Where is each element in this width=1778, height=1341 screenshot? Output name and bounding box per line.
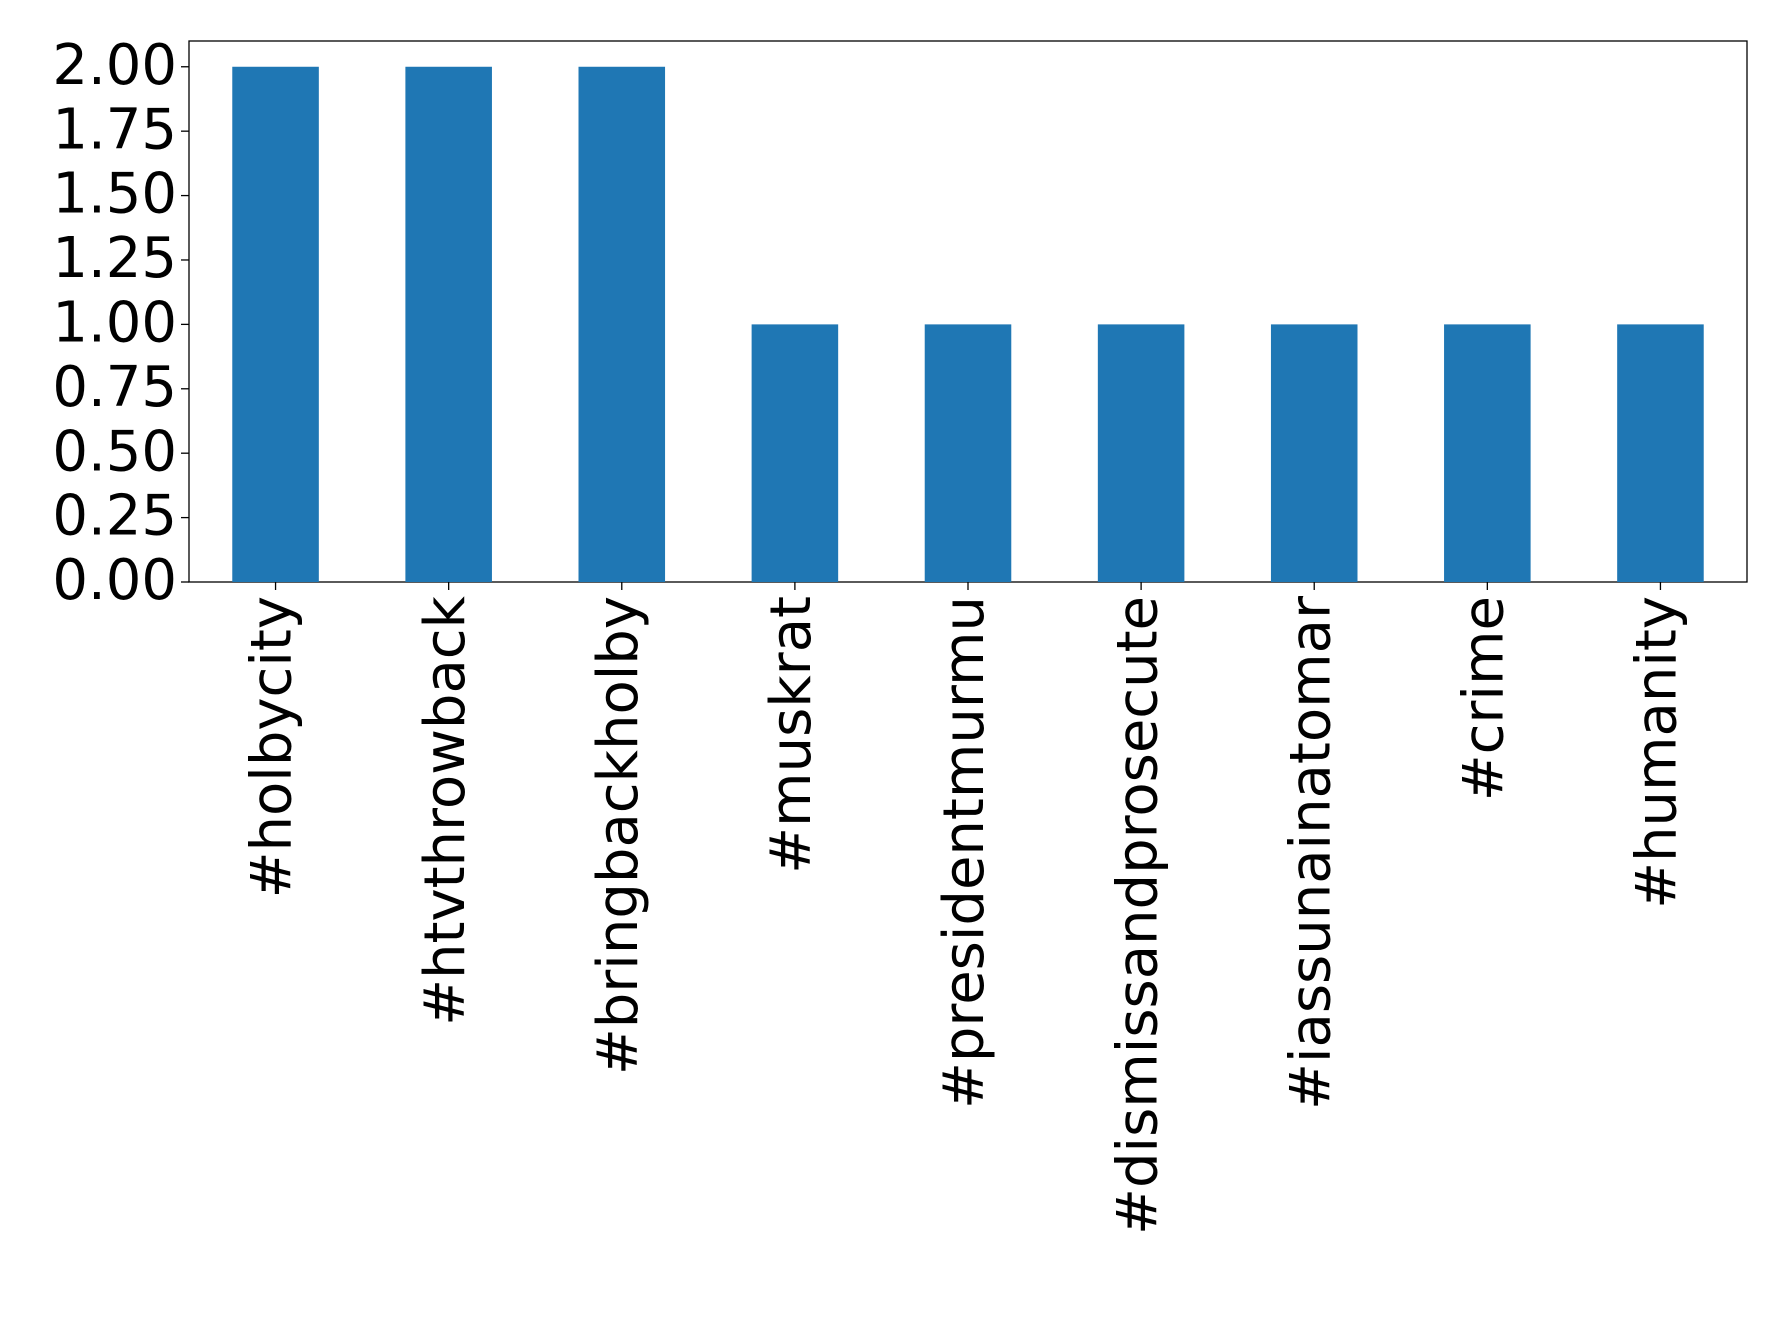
bar	[1097, 324, 1185, 582]
y-tick-label: 1.25	[52, 226, 177, 291]
y-tick-label: 0.50	[52, 419, 177, 484]
x-tick-label: #htvthrowback	[413, 595, 478, 1025]
bar	[1617, 324, 1704, 582]
bar	[1270, 324, 1358, 582]
x-tick-label: #humanity	[1625, 596, 1690, 909]
x-tick-label: #iassunainatomar	[1278, 595, 1343, 1110]
y-tick-label: 1.75	[52, 97, 177, 162]
bar	[405, 66, 492, 582]
y-tick-label: 0.75	[52, 355, 177, 420]
x-tick-label: #muskrat	[759, 596, 824, 874]
bar	[924, 324, 1012, 582]
x-tick-label: #bringbackholby	[586, 596, 651, 1075]
bar	[578, 66, 666, 582]
x-tick-label: #presidentmurmu	[932, 596, 997, 1109]
x-tick-label: #dismissandprosecute	[1105, 596, 1170, 1235]
bar	[1444, 324, 1531, 582]
y-tick-label: 1.00	[52, 291, 177, 356]
bar	[751, 324, 839, 582]
y-tick-label: 1.50	[52, 162, 177, 227]
bar	[232, 66, 319, 582]
y-tick-label: 0.00	[52, 548, 177, 613]
x-tick-label: #holbycity	[240, 596, 305, 898]
y-tick-label: 2.00	[52, 33, 177, 98]
x-tick-label: #crime	[1451, 596, 1516, 801]
y-tick-label: 0.25	[52, 484, 177, 549]
